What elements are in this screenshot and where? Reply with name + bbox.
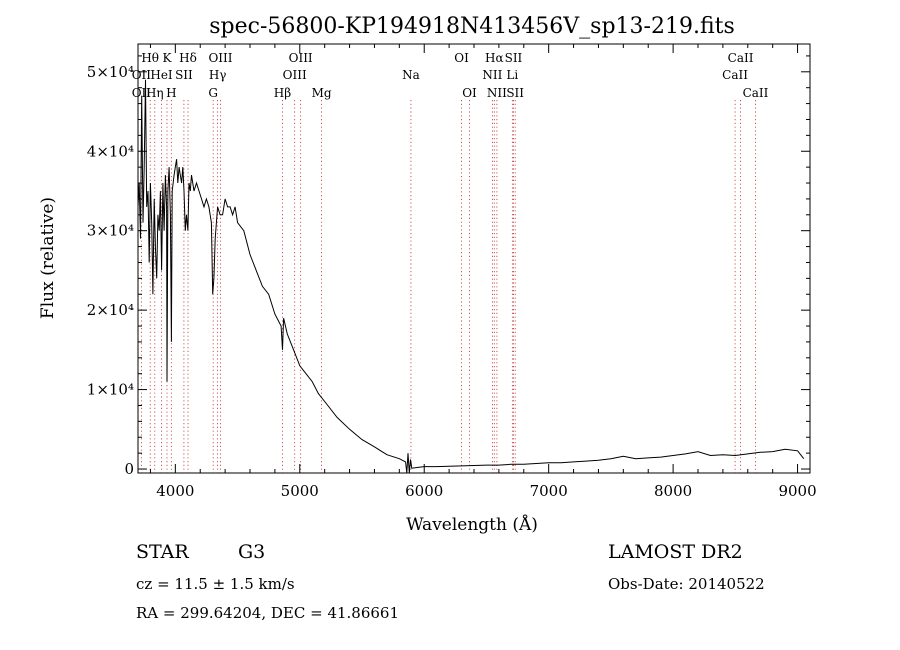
line-label: OIII (208, 51, 232, 65)
line-label: G (208, 86, 218, 100)
line-label: SII (506, 86, 524, 100)
x-tick-label: 9000 (778, 482, 816, 500)
y-tick-label: 1×10⁴ (87, 381, 134, 399)
y-tick-label: 3×10⁴ (87, 222, 134, 240)
x-tick-label: 7000 (530, 482, 568, 500)
line-label: OII (132, 68, 152, 82)
y-tick-label: 5×10⁴ (87, 63, 134, 81)
coordinates: RA = 299.64204, DEC = 41.86661 (136, 604, 400, 622)
line-label: CaII (722, 68, 748, 82)
line-label: NII (487, 86, 507, 100)
line-label: Hη (146, 86, 164, 100)
x-tick-label: 8000 (654, 482, 692, 500)
line-label: Hθ (141, 51, 159, 65)
x-axis-label: Wavelength (Å) (406, 514, 538, 535)
chart-title: spec-56800-KP194918N413456V_sp13-219.fit… (209, 14, 735, 39)
line-label: OI (454, 51, 469, 65)
line-label: SII (505, 51, 523, 65)
line-label: HeI (150, 68, 173, 82)
redshift-text: cz = 11.5 ± 1.5 km/s (136, 575, 295, 593)
x-tick-label: 4000 (156, 482, 194, 500)
line-label: Li (506, 68, 518, 82)
y-tick-label: 2×10⁴ (87, 301, 134, 319)
line-label: NII (482, 68, 502, 82)
line-label: OIII (289, 51, 313, 65)
y-tick-label: 0 (124, 460, 134, 478)
line-label: CaII (743, 86, 769, 100)
line-label: Mg (312, 86, 332, 100)
object-class: STAR (136, 541, 189, 563)
obs-date: Obs-Date: 20140522 (608, 575, 765, 593)
spectrum-series (137, 79, 805, 474)
line-label: Hβ (274, 86, 291, 100)
line-label: H (166, 86, 176, 100)
survey-name: LAMOST DR2 (608, 541, 743, 563)
line-label: Hα (485, 51, 504, 65)
line-label: SII (175, 68, 193, 82)
x-tick-label: 6000 (405, 482, 443, 500)
line-label: OII (132, 86, 152, 100)
plot-frame (137, 43, 811, 474)
line-labels: Hθ OII OII K HeI Hη SII H Hδ OIII Hγ G OIII OIII Hβ Mg N… (132, 51, 769, 100)
line-label: Na (402, 68, 420, 82)
line-markers (140, 100, 756, 473)
y-axis: 0 1×10⁴ 2×10⁴ 3×10⁴ 4×10⁴ 5×10⁴ (87, 55, 810, 478)
line-label: OI (462, 86, 477, 100)
x-axis: 4000 5000 6000 7000 8000 9000 (149, 44, 817, 500)
line-label: K (163, 51, 173, 65)
line-label: Hγ (209, 68, 227, 82)
y-tick-label: 4×10⁴ (87, 142, 134, 160)
line-label: OIII (283, 68, 307, 82)
line-label: CaII (728, 51, 754, 65)
line-label: Hδ (179, 51, 197, 65)
subclass: G3 (238, 541, 266, 563)
x-tick-label: 5000 (281, 482, 319, 500)
y-axis-label: Flux (relative) (38, 197, 58, 319)
